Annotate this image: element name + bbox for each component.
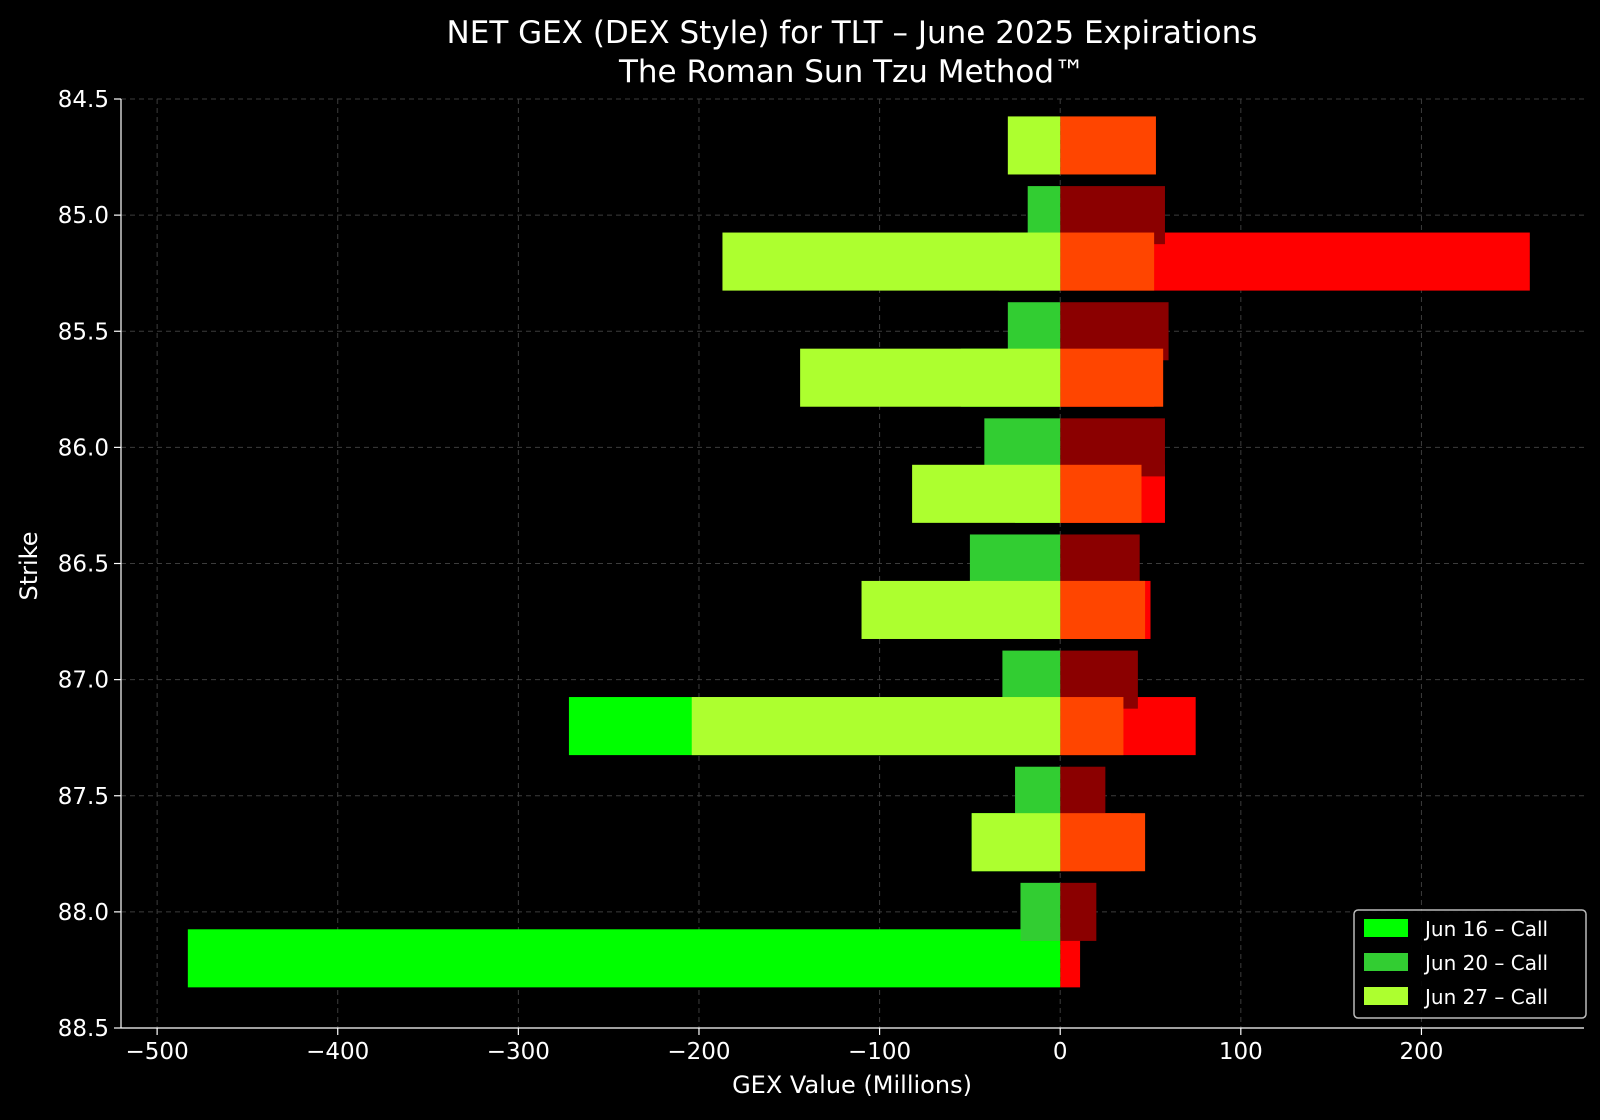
bar-jun27-put: [1060, 580, 1146, 639]
bar-jun27-call: [912, 464, 1061, 523]
y-tick-label: 88.5: [58, 1016, 109, 1042]
bar-jun20-call: [1020, 882, 1061, 941]
legend-item: Jun 20 – Call: [1364, 951, 1548, 975]
chart-subtitle: The Roman Sun Tzu Method™: [618, 54, 1085, 90]
bar-jun16-call: [187, 929, 1061, 988]
bar-jun27-put: [1060, 697, 1124, 756]
bar-jun27-put: [1060, 116, 1156, 175]
x-tick-label: 100: [1219, 1039, 1263, 1065]
legend-item: Jun 16 – Call: [1364, 917, 1548, 941]
legend-swatch: [1364, 919, 1408, 937]
y-tick-label: 86.5: [58, 552, 109, 578]
legend-label: Jun 16 – Call: [1423, 917, 1548, 941]
y-tick-label: 87.5: [58, 784, 109, 810]
y-tick-label: 88.0: [58, 900, 109, 926]
bar-jun27-call: [722, 232, 1061, 291]
bar-jun27-put: [1060, 813, 1146, 872]
x-tick-label: 200: [1399, 1039, 1443, 1065]
legend-swatch: [1364, 987, 1408, 1005]
bar-jun27-call: [691, 697, 1061, 756]
y-tick-label: 85.0: [58, 203, 109, 229]
chart-title: NET GEX (DEX Style) for TLT – June 2025 …: [447, 15, 1258, 51]
bar-jun27-call: [1007, 116, 1061, 175]
legend: Jun 16 – Call Jun 20 – Call Jun 27 – Call: [1353, 909, 1587, 1019]
bar-jun27-call: [971, 813, 1061, 872]
legend-item: Jun 27 – Call: [1364, 985, 1548, 1009]
axes-layer: −500 −400 −300 −200 −100 0 100 200 84.5 85.0 85.5 8…: [58, 87, 1584, 1065]
bar-jun27-put: [1060, 348, 1164, 407]
x-tick-label: −400: [306, 1039, 369, 1065]
x-tick-label: −200: [667, 1039, 730, 1065]
legend-box: [1353, 909, 1587, 1019]
bar-jun27-put: [1060, 464, 1142, 523]
legend-label: Jun 20 – Call: [1423, 951, 1548, 975]
bar-jun27-call: [861, 580, 1061, 639]
x-tick-label: −300: [487, 1039, 550, 1065]
y-tick-label: 87.0: [58, 668, 109, 694]
y-tick-label: 84.5: [58, 87, 109, 113]
bar-jun27-call: [800, 348, 1061, 407]
y-axis-label: Strike: [15, 532, 43, 601]
bar-jun16-put: [1060, 929, 1081, 988]
legend-swatch: [1364, 953, 1408, 971]
legend-items: Jun 16 – Call Jun 20 – Call Jun 27 – Call: [1364, 917, 1548, 1009]
x-tick-label: 0: [1053, 1039, 1068, 1065]
legend-label: Jun 27 – Call: [1423, 985, 1548, 1009]
y-tick-label: 86.0: [58, 435, 109, 461]
x-tick-label: −100: [848, 1039, 911, 1065]
bar-jun20-put: [1060, 882, 1097, 941]
y-tick-label: 85.5: [58, 319, 109, 345]
x-axis-label: GEX Value (Millions): [732, 1071, 972, 1099]
bar-jun27-put: [1060, 232, 1155, 291]
x-tick-label: −500: [126, 1039, 189, 1065]
bars-layer: [187, 116, 1530, 988]
